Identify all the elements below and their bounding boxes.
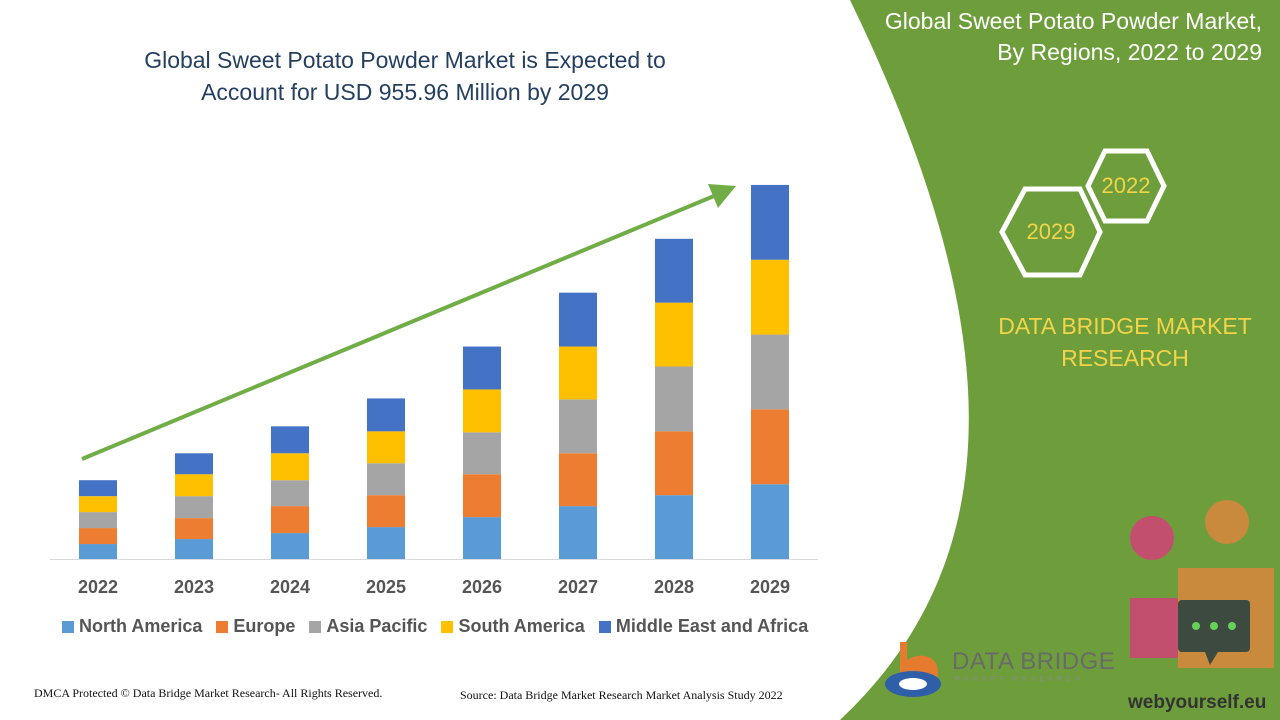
- pink-square-decoration: [1130, 598, 1178, 658]
- bar-segment-2028-europe: [655, 431, 693, 496]
- x-tick-label-2023: 2023: [174, 577, 214, 597]
- chart-title-line2: Account for USD 955.96 Million by 2029: [201, 79, 609, 105]
- bar-segment-2025-middle-east-and-africa: [367, 398, 405, 432]
- chart-legend: North America Europe Asia Pacific South Ame…: [62, 616, 808, 637]
- x-tick-label-2025: 2025: [366, 577, 406, 597]
- bar-segment-2026-europe: [463, 474, 501, 518]
- bar-segment-2027-north-america: [559, 506, 597, 559]
- bar-segment-2027-asia-pacific: [559, 399, 597, 454]
- pink-circle-decoration: [1130, 516, 1174, 560]
- bar-segment-2022-middle-east-and-africa: [79, 480, 117, 497]
- bar-segment-2026-south-america: [463, 389, 501, 433]
- bar-segment-2022-north-america: [79, 544, 117, 559]
- bar-segment-2026-north-america: [463, 517, 501, 559]
- legend-label: Middle East and Africa: [615, 616, 809, 636]
- bar-segment-2025-south-america: [367, 431, 405, 464]
- bar-segment-2029-south-america: [751, 259, 789, 335]
- hexagon-2022-icon: [1085, 148, 1167, 224]
- bar-segment-2025-europe: [367, 495, 405, 528]
- x-tick-label-2024: 2024: [270, 577, 310, 597]
- brand-line1: DATA BRIDGE MARKET: [998, 313, 1252, 339]
- x-tick-label-2026: 2026: [462, 577, 502, 597]
- legend-item: South America: [441, 616, 585, 637]
- bar-segment-2028-south-america: [655, 302, 693, 367]
- bar-segment-2029-asia-pacific: [751, 334, 789, 410]
- legend-swatch: [216, 620, 229, 633]
- data-bridge-logo-icon: [885, 642, 941, 697]
- legend-label: South America: [458, 616, 585, 636]
- bar-segment-2023-north-america: [175, 539, 213, 559]
- x-tick-label-2029: 2029: [750, 577, 790, 597]
- bar-segment-2026-asia-pacific: [463, 432, 501, 475]
- bar-segment-2024-south-america: [271, 453, 309, 481]
- bar-segment-2028-asia-pacific: [655, 366, 693, 432]
- chat-bubble-icon: [1178, 600, 1250, 665]
- bar-segment-2024-asia-pacific: [271, 480, 309, 507]
- bar-segment-2029-europe: [751, 409, 789, 485]
- panel-title-line1: Global Sweet Potato Powder Market,: [884, 8, 1262, 34]
- bar-segment-2028-north-america: [655, 495, 693, 559]
- legend-item: Asia Pacific: [309, 616, 427, 637]
- logo-name: DATA BRIDGE: [952, 648, 1116, 675]
- bar-segment-2022-asia-pacific: [79, 512, 117, 529]
- bar-segment-2027-south-america: [559, 346, 597, 400]
- legend-swatch: [598, 620, 611, 633]
- legend-label: Europe: [233, 616, 296, 636]
- bar-segment-2022-south-america: [79, 496, 117, 513]
- chart-title-line1: Global Sweet Potato Powder Market is Exp…: [144, 47, 666, 73]
- bar-segment-2023-middle-east-and-africa: [175, 453, 213, 475]
- bar-segment-2025-north-america: [367, 527, 405, 559]
- bar-segment-2024-north-america: [271, 533, 309, 559]
- brand-line2: RESEARCH: [1061, 345, 1189, 371]
- bar-segment-2025-asia-pacific: [367, 463, 405, 496]
- legend-swatch: [62, 620, 74, 633]
- bar-segment-2024-middle-east-and-africa: [271, 426, 309, 454]
- x-tick-label-2027: 2027: [558, 577, 598, 597]
- bar-segment-2023-south-america: [175, 474, 213, 497]
- orange-circle-decoration: [1205, 500, 1249, 544]
- bar-segment-2023-asia-pacific: [175, 496, 213, 519]
- hex-label-2022: 2022: [1101, 173, 1151, 198]
- bar-segment-2023-europe: [175, 518, 213, 540]
- bar-segment-2029-north-america: [751, 484, 789, 559]
- watermark-site: webyourself.eu: [1128, 692, 1267, 713]
- hex-label-2029: 2029: [1026, 219, 1076, 244]
- trend-arrow-line: [81, 194, 715, 461]
- legend-label: North America: [79, 616, 203, 636]
- trend-arrow-head-icon: [708, 184, 736, 208]
- legend-label: Asia Pacific: [326, 616, 428, 636]
- bar-segment-2024-europe: [271, 506, 309, 534]
- panel-title: Global Sweet Potato Powder Market, By Re…: [856, 6, 1276, 68]
- bar-segment-2027-middle-east-and-africa: [559, 292, 597, 347]
- bar-segment-2029-middle-east-and-africa: [751, 184, 789, 260]
- bar-segment-2022-europe: [79, 528, 117, 545]
- legend-item: Europe: [216, 616, 295, 637]
- legend-item: Middle East and Africa: [598, 616, 809, 637]
- bar-segment-2026-middle-east-and-africa: [463, 346, 501, 390]
- brand-text: DATA BRIDGE MARKET RESEARCH: [985, 310, 1265, 374]
- chart-title: Global Sweet Potato Powder Market is Exp…: [40, 44, 770, 108]
- hexagon-2029-icon: [999, 186, 1103, 278]
- panel-title-line2: By Regions, 2022 to 2029: [997, 39, 1262, 65]
- source-footer: Source: Data Bridge Market Research Mark…: [460, 688, 783, 702]
- bar-segment-2028-middle-east-and-africa: [655, 238, 693, 303]
- logo-tagline: MARKET RESEARCH: [954, 676, 1084, 683]
- bar-segment-2027-europe: [559, 453, 597, 507]
- copyright-footer: DMCA Protected © Data Bridge Market Rese…: [34, 686, 383, 700]
- legend-swatch: [309, 620, 322, 633]
- x-tick-label-2022: 2022: [78, 577, 118, 597]
- legend-item: North America: [62, 616, 202, 637]
- x-tick-label-2028: 2028: [654, 577, 694, 597]
- legend-swatch: [441, 620, 454, 633]
